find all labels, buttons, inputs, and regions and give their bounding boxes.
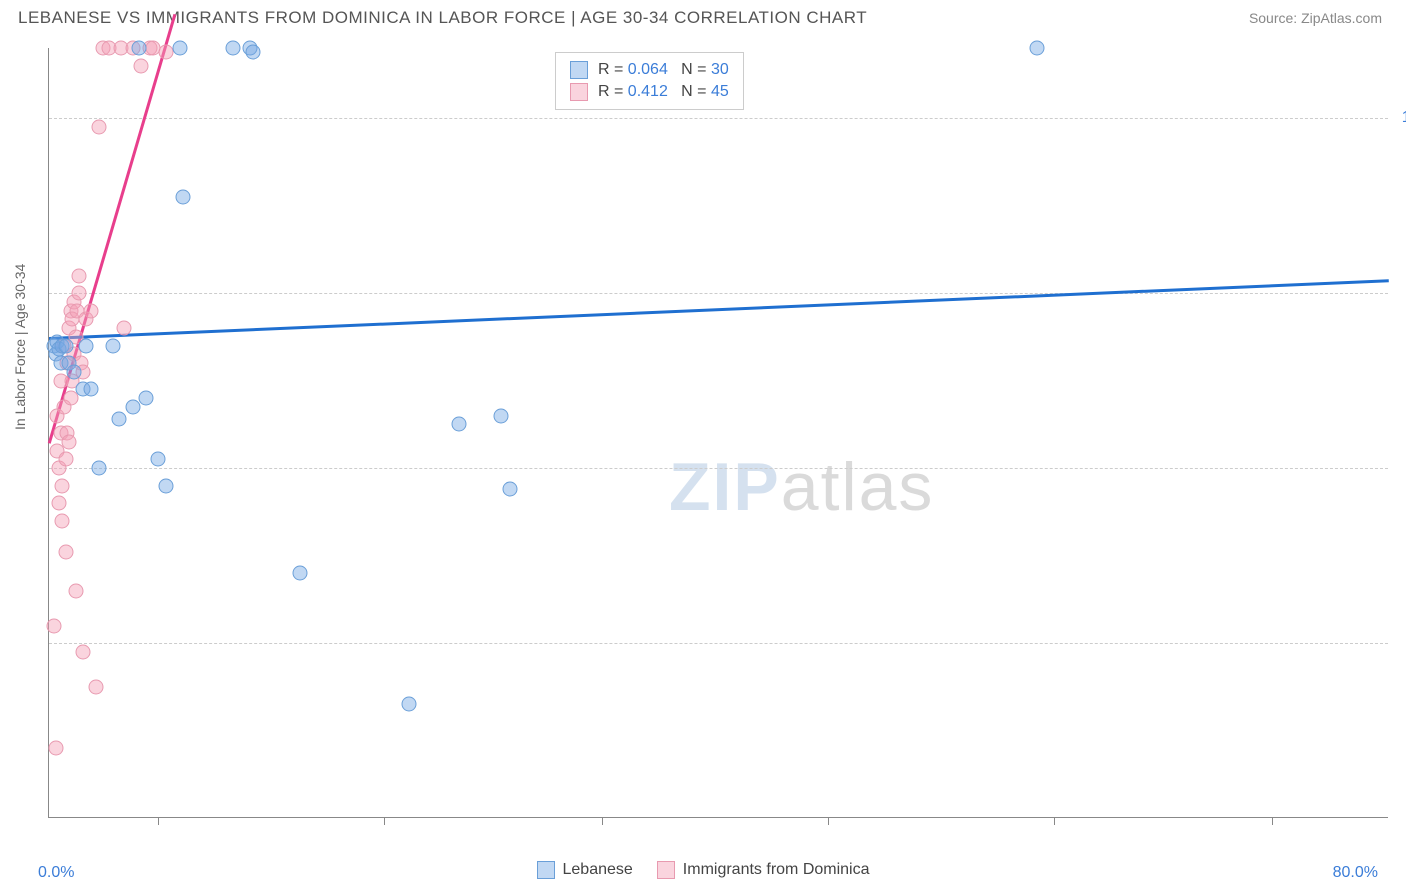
y-axis-label: In Labor Force | Age 30-34 xyxy=(12,264,28,430)
x-tick xyxy=(1272,817,1273,825)
data-point xyxy=(72,268,87,283)
x-tick xyxy=(1054,817,1055,825)
data-point xyxy=(402,697,417,712)
gridline xyxy=(49,468,1388,469)
data-point xyxy=(83,382,98,397)
data-point xyxy=(55,478,70,493)
data-point xyxy=(1030,41,1045,56)
data-point xyxy=(88,679,103,694)
data-point xyxy=(48,741,63,756)
data-point xyxy=(75,644,90,659)
data-point xyxy=(117,321,132,336)
trend-line xyxy=(49,279,1389,339)
data-point xyxy=(52,496,67,511)
data-point xyxy=(176,189,191,204)
data-point xyxy=(55,513,70,528)
legend-text: R = 0.412 N = 45 xyxy=(598,83,729,101)
series-legend: Lebanese Immigrants from Dominica xyxy=(0,861,1406,884)
x-tick xyxy=(828,817,829,825)
data-point xyxy=(172,41,187,56)
data-point xyxy=(58,338,73,353)
data-point xyxy=(67,364,82,379)
data-point xyxy=(293,566,308,581)
data-point xyxy=(68,583,83,598)
chart-title: LEBANESE VS IMMIGRANTS FROM DOMINICA IN … xyxy=(18,8,867,28)
header: LEBANESE VS IMMIGRANTS FROM DOMINICA IN … xyxy=(0,0,1406,40)
legend-label: Immigrants from Dominica xyxy=(683,861,870,879)
data-point xyxy=(62,434,77,449)
correlation-legend: R = 0.064 N = 30 R = 0.412 N = 45 xyxy=(555,52,744,110)
source-label: Source: ZipAtlas.com xyxy=(1249,10,1382,26)
gridline xyxy=(49,643,1388,644)
x-tick xyxy=(384,817,385,825)
data-point xyxy=(92,461,107,476)
legend-swatch xyxy=(570,61,588,79)
legend-row: R = 0.064 N = 30 xyxy=(570,59,729,81)
data-point xyxy=(494,408,509,423)
legend-swatch xyxy=(537,861,555,879)
legend-swatch xyxy=(570,83,588,101)
data-point xyxy=(159,478,174,493)
legend-item: Immigrants from Dominica xyxy=(657,861,870,879)
legend-item: Lebanese xyxy=(537,861,633,879)
y-tick-label: 100.0% xyxy=(1402,109,1406,127)
watermark-bold: ZIP xyxy=(669,449,781,525)
data-point xyxy=(134,58,149,73)
watermark-light: atlas xyxy=(781,449,935,525)
data-point xyxy=(226,41,241,56)
data-point xyxy=(452,417,467,432)
legend-swatch xyxy=(657,861,675,879)
x-tick xyxy=(158,817,159,825)
legend-text: R = 0.064 N = 30 xyxy=(598,61,729,79)
data-point xyxy=(150,452,165,467)
gridline xyxy=(49,118,1388,119)
gridline xyxy=(49,293,1388,294)
chart-area: ZIPatlas 70.0%80.0%90.0%100.0% xyxy=(48,48,1388,818)
data-point xyxy=(78,338,93,353)
legend-label: Lebanese xyxy=(563,861,633,879)
data-point xyxy=(83,303,98,318)
data-point xyxy=(112,412,127,427)
data-point xyxy=(132,41,147,56)
data-point xyxy=(246,44,261,59)
data-point xyxy=(47,618,62,633)
legend-row: R = 0.412 N = 45 xyxy=(570,81,729,103)
data-point xyxy=(139,391,154,406)
x-tick xyxy=(602,817,603,825)
data-point xyxy=(502,482,517,497)
data-point xyxy=(58,452,73,467)
data-point xyxy=(72,286,87,301)
data-point xyxy=(92,119,107,134)
data-point xyxy=(105,338,120,353)
watermark: ZIPatlas xyxy=(669,448,934,526)
data-point xyxy=(58,545,73,560)
data-point xyxy=(125,399,140,414)
